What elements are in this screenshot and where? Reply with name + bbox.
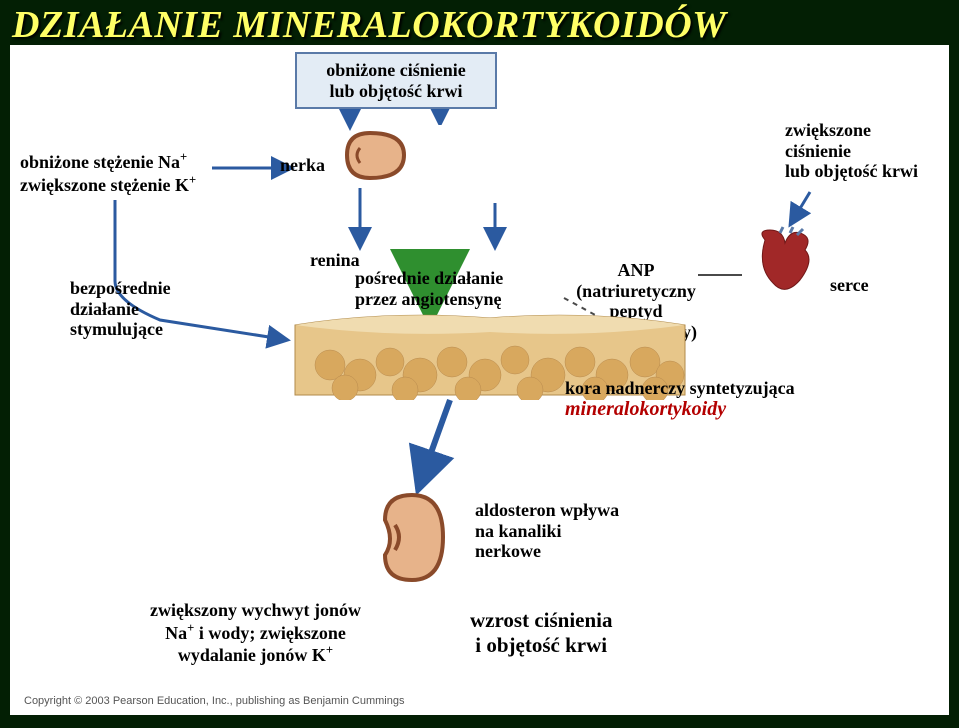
masked-region — [430, 125, 692, 202]
label-uptake: zwiększony wychwyt jonówNa+ i wody; zwię… — [150, 600, 361, 666]
label-aldo: aldosteron wpływana kanalikinerkowe — [475, 500, 619, 562]
kidney2-icon — [375, 490, 450, 585]
heart-icon — [745, 225, 825, 300]
label-indirect: pośrednie działanieprzez angiotensynę — [355, 268, 503, 309]
label-mineralo: mineralokortykoidy — [565, 398, 726, 421]
label-heart: serce — [830, 275, 869, 296]
box-low-bp-text: obniżone ciśnienielub objętość krwi — [326, 60, 466, 101]
label-increased-bp: zwiększoneciśnienielub objętość krwi — [785, 120, 918, 182]
box-low-bp: obniżone ciśnienielub objętość krwi — [295, 52, 497, 109]
label-renin: renina — [310, 250, 360, 271]
label-result: wzrost ciśnienia i objętość krwi — [470, 608, 613, 658]
diagram-area: obniżone ciśnienielub objętość krwi obni… — [10, 45, 949, 715]
copyright-text: Copyright © 2003 Pearson Education, Inc.… — [24, 695, 404, 707]
label-direct: bezpośredniedziałaniestymulujące — [70, 278, 171, 340]
slide-title: DZIAŁANIE MINERALOKORTYKOIDÓW — [0, 3, 959, 47]
label-cortex: kora nadnerczy syntetyzująca — [565, 378, 795, 399]
kidney-icon — [332, 128, 412, 183]
label-kidney: nerka — [280, 155, 325, 176]
slide-root: DZIAŁANIE MINERALOKORTYKOIDÓW — [0, 0, 959, 728]
label-na-k: obniżone stężenie Na+zwiększone stężenie… — [20, 150, 196, 195]
